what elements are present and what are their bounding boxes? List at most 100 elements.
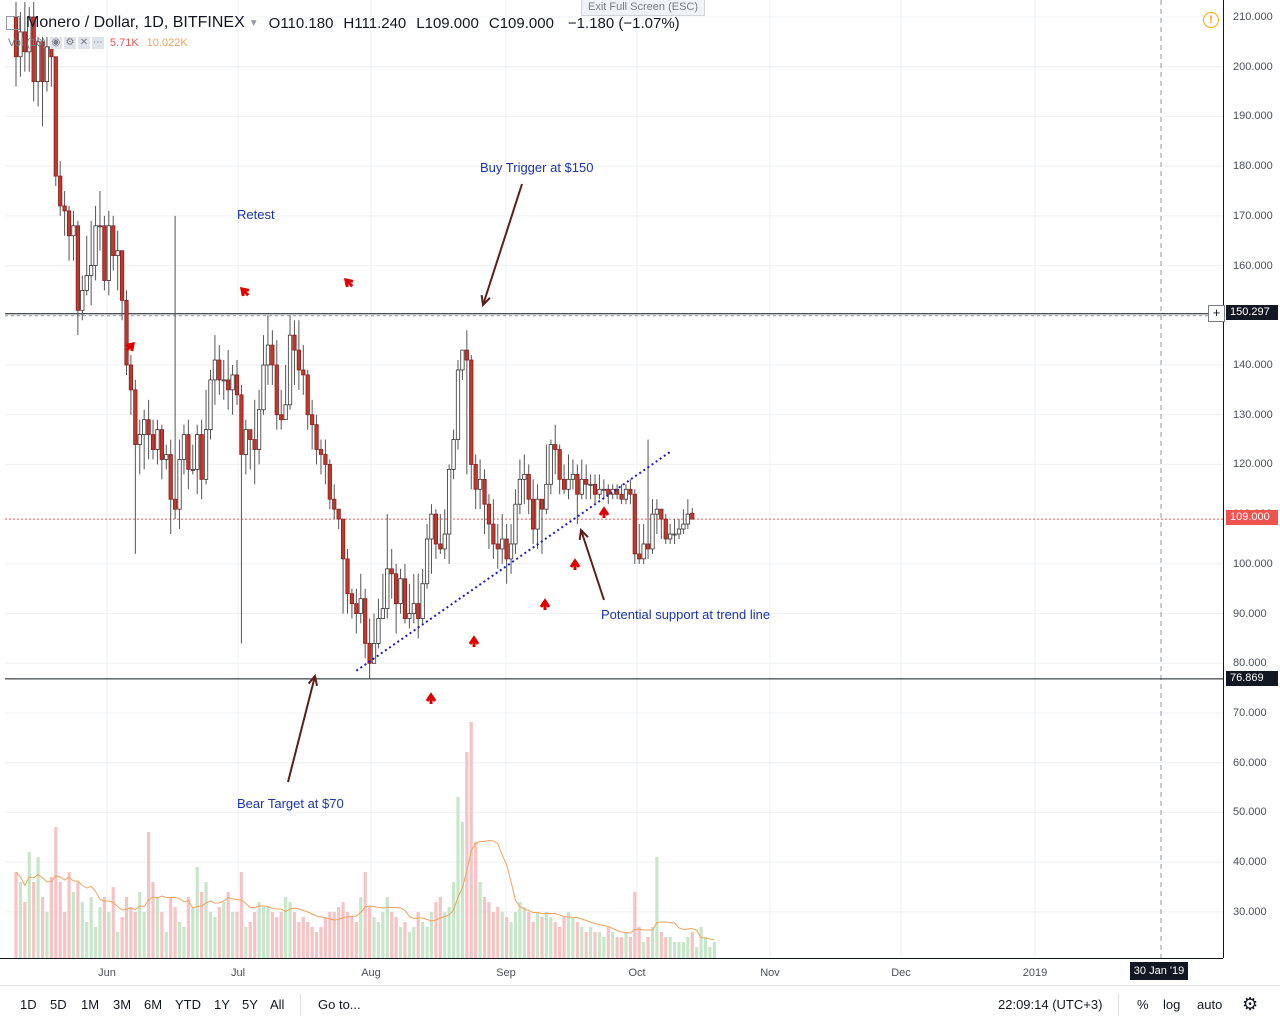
settings-icon[interactable]: ⚙ <box>63 37 76 49</box>
volume-label: Vol (10) <box>8 37 46 49</box>
candle-body <box>221 379 226 382</box>
symbol-legend: Monero / Dollar, 1D, BITFINEX ▼ O110.180… <box>6 12 680 34</box>
range-1y[interactable]: 1Y <box>214 997 230 1012</box>
candle-body <box>230 374 235 391</box>
volume-bar <box>372 917 376 958</box>
candle-body <box>668 533 673 540</box>
warning-icon[interactable]: ! <box>1203 12 1219 28</box>
annotation-bear-target: Bear Target at $70 <box>237 796 344 811</box>
candle-body <box>566 478 571 490</box>
volume-bar <box>482 897 487 958</box>
volume-bar <box>27 852 31 958</box>
candle-body <box>570 473 576 480</box>
eye-icon[interactable]: ◉ <box>49 37 62 49</box>
volume-bar <box>323 917 327 958</box>
y-tick-label: 170.000 <box>1233 209 1273 222</box>
range-5y[interactable]: 5Y <box>242 997 258 1012</box>
symbol-search-icon[interactable] <box>6 16 20 30</box>
plus-icon[interactable]: + <box>1208 305 1225 322</box>
volume-value: 5.71K <box>109 37 139 49</box>
candle-body <box>318 449 324 455</box>
volume-bar <box>244 927 248 958</box>
range-1m[interactable]: 1M <box>81 997 100 1012</box>
range-ytd[interactable]: YTD <box>175 997 201 1012</box>
volume-bar <box>659 932 663 958</box>
chevron-down-icon[interactable]: ▼ <box>248 17 259 29</box>
candle-body <box>676 528 682 535</box>
range-3m[interactable]: 3M <box>113 997 132 1012</box>
candle-body <box>128 364 134 391</box>
volume-bar <box>248 922 252 958</box>
range-5d[interactable]: 5D <box>50 997 67 1012</box>
range-6m[interactable]: 6M <box>144 997 163 1012</box>
candle-body <box>137 434 142 445</box>
range-all[interactable]: All <box>270 997 285 1012</box>
candle-body <box>53 56 58 177</box>
volume-bar <box>606 927 610 958</box>
candle-body <box>62 205 67 212</box>
volume-bar <box>425 927 429 958</box>
candle-body <box>31 16 36 83</box>
volume-bar <box>345 912 350 958</box>
candle-body <box>314 424 319 450</box>
candle-body <box>243 429 248 455</box>
range-1d[interactable]: 1D <box>20 997 37 1012</box>
auto-toggle[interactable]: auto <box>1197 997 1223 1012</box>
volume-bar <box>102 897 106 958</box>
candle-body <box>287 334 293 406</box>
goto-button[interactable]: Go to... <box>318 997 361 1012</box>
volume-bar <box>67 872 71 958</box>
candle-body <box>645 543 651 550</box>
marker-retest-1-chevron <box>239 286 250 297</box>
exit-fullscreen-button[interactable]: Exit Full Screen (ESC) <box>581 0 705 16</box>
horizontal-levels <box>5 313 1223 680</box>
volume-bar <box>147 832 151 958</box>
candle-body <box>217 359 222 381</box>
candle-body <box>654 508 660 515</box>
volume-bar <box>672 942 677 958</box>
volume-bar <box>602 937 606 958</box>
candle-body <box>442 533 447 550</box>
volume-bar <box>505 917 509 958</box>
volume-bar <box>566 912 571 958</box>
symbol-title[interactable]: Monero / Dollar, 1D, BITFINEX <box>26 14 245 31</box>
gear-icon[interactable]: ⚙ <box>1242 994 1259 1014</box>
support-trendline <box>355 451 671 672</box>
marker-retest-2 <box>343 277 354 288</box>
candle-body <box>203 429 209 480</box>
volume-bar <box>509 922 513 958</box>
candle-body <box>411 603 416 614</box>
candle-body <box>292 334 297 351</box>
volume-bar <box>624 932 628 958</box>
volume-bar <box>332 912 336 958</box>
bottom-toolbar: 1D 5D 1M 3M 6M YTD 1Y 5Y All Go to... 22… <box>0 985 1280 1025</box>
volume-bar <box>544 912 548 958</box>
marker-low <box>425 692 437 704</box>
volume-bar <box>138 892 142 958</box>
candle-body <box>102 225 107 281</box>
volume-bar <box>487 902 491 958</box>
log-toggle[interactable]: log <box>1163 997 1181 1012</box>
marker-break-chevron <box>125 341 136 352</box>
volume-bar <box>314 932 319 958</box>
bear-target-arrow <box>287 675 316 783</box>
volume-bar <box>222 902 226 958</box>
volume-bar <box>531 922 535 958</box>
candle-body <box>659 508 664 520</box>
volume-bar <box>93 927 98 958</box>
candle-body <box>164 454 169 460</box>
marker-higher-low-2 <box>539 598 551 610</box>
percent-toggle[interactable]: % <box>1137 997 1149 1012</box>
volume-bar <box>650 927 655 958</box>
volume-bar <box>173 907 177 958</box>
candle-body <box>380 608 385 619</box>
price-chart[interactable] <box>0 0 1280 985</box>
candle-body <box>296 349 301 371</box>
more-icon[interactable]: ⋯ <box>91 37 104 49</box>
candle-body <box>190 468 195 471</box>
close-icon[interactable]: ✕ <box>77 37 90 49</box>
volume-bar <box>394 917 398 958</box>
y-tick-label: 60.000 <box>1233 756 1267 769</box>
annotation-potential-support: Potential support at trend line <box>601 607 771 622</box>
y-tick-label: 120.000 <box>1233 458 1273 471</box>
